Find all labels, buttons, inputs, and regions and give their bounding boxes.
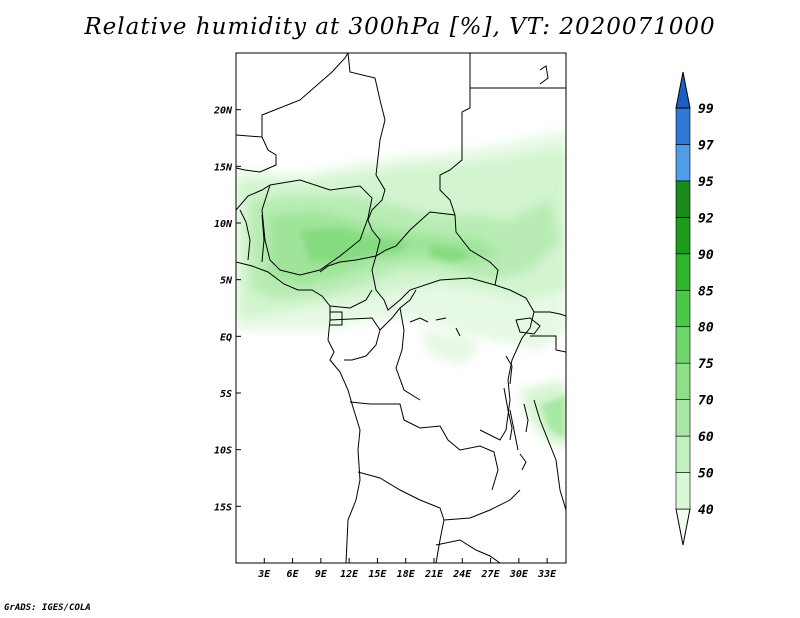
lat-tick-label: 15S xyxy=(214,502,232,513)
colorbar-label: 40 xyxy=(698,503,714,518)
lat-tick-label: 10N xyxy=(214,219,233,230)
colorbar-segment xyxy=(675,399,691,437)
colorbar-label: 99 xyxy=(698,102,714,117)
colorbar-label: 92 xyxy=(698,211,714,226)
colorbar-label: 90 xyxy=(698,248,714,263)
lon-tick-label: 24E xyxy=(452,569,472,580)
colorbar-segment xyxy=(675,107,691,145)
grads-credit: GrADS: IGES/COLA xyxy=(4,603,91,613)
lon-tick-label: 9E xyxy=(315,569,328,580)
lat-tick-label: 20N xyxy=(213,106,233,117)
lon-tick-label: 33E xyxy=(537,569,557,580)
lon-tick-label: 27E xyxy=(481,569,501,580)
colorbar-label: 95 xyxy=(698,175,714,190)
lon-tick-label: 18E xyxy=(397,569,416,580)
colorbar-segment xyxy=(675,362,691,400)
colorbar-label: 50 xyxy=(698,467,714,482)
colorbar-segment xyxy=(675,435,691,473)
colorbar-label: 80 xyxy=(698,321,714,336)
colorbar-high-arrow xyxy=(675,71,691,109)
country-boundaries xyxy=(236,53,566,563)
lon-tick-label: 6E xyxy=(287,569,300,580)
colorbar-segment xyxy=(675,180,691,218)
colorbar-segment xyxy=(675,253,691,291)
map-frame xyxy=(235,52,567,564)
lat-tick-label: 5S xyxy=(220,389,232,400)
lon-tick-label: 30E xyxy=(509,569,529,580)
lon-tick-label: 3E xyxy=(257,569,271,580)
colorbar: 40 50 60 70 75 80 85 90 92 95 97 99 xyxy=(675,71,714,546)
colorbar-label: 60 xyxy=(698,430,714,445)
colorbar-segment xyxy=(675,326,691,364)
colorbar-low-arrow xyxy=(675,508,691,546)
colorbar-segment xyxy=(675,472,691,510)
colorbar-segment xyxy=(675,217,691,255)
axis-ticks: 3E 6E 9E 12E 15E 18E 21E 24E 27E 30E 33E 20N 15N 10N 5… xyxy=(213,106,557,580)
colorbar-segment xyxy=(675,289,691,328)
colorbar-segment xyxy=(675,144,691,182)
colorbar-label: 70 xyxy=(698,394,714,409)
lon-tick-label: 21E xyxy=(424,569,444,580)
lat-tick-label: 15N xyxy=(214,162,233,173)
colorbar-label: 97 xyxy=(698,138,714,153)
colorbar-label: 75 xyxy=(698,357,714,372)
lat-tick-label: EQ xyxy=(220,332,232,343)
lon-tick-label: 15E xyxy=(368,569,387,580)
lat-tick-label: 5N xyxy=(220,276,233,287)
humidity-field xyxy=(236,130,566,450)
colorbar-label: 85 xyxy=(698,284,714,299)
lon-tick-label: 12E xyxy=(340,569,359,580)
lakes xyxy=(409,317,541,471)
chart-title: Relative humidity at 300hPa [%], VT: 202… xyxy=(84,14,716,40)
lat-tick-label: 10S xyxy=(214,446,232,457)
